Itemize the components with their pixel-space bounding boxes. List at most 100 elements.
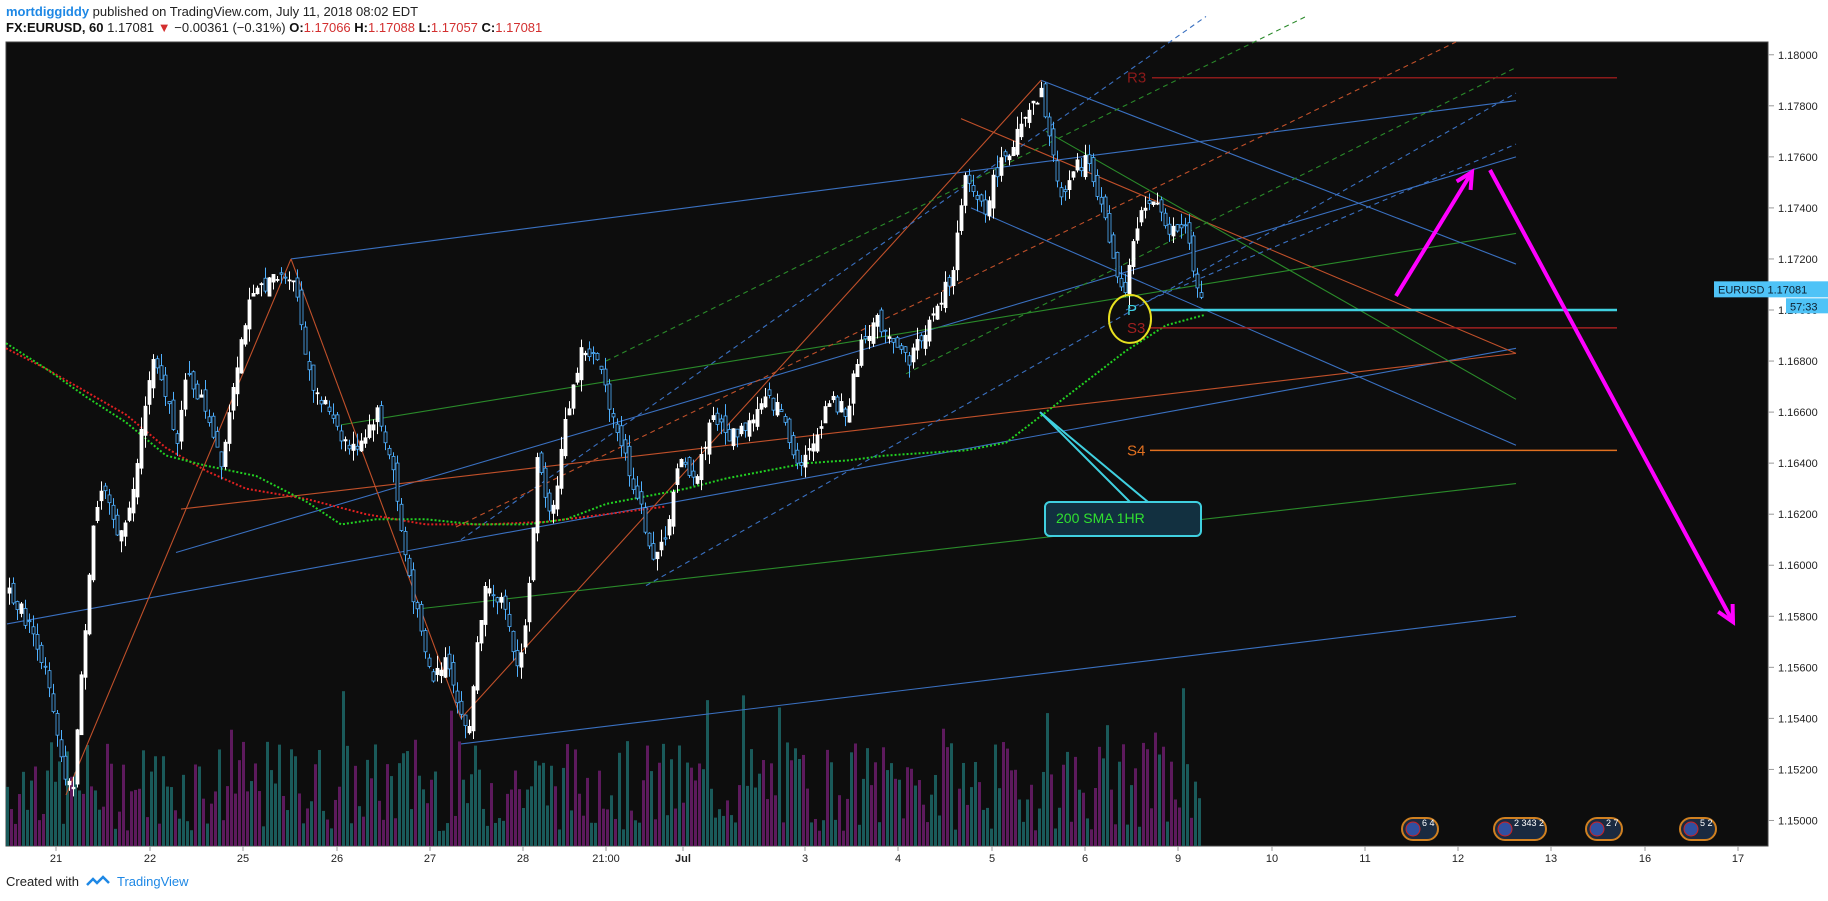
volume-bar xyxy=(750,749,753,846)
volume-bar xyxy=(210,803,213,846)
candle-body xyxy=(1011,147,1016,157)
volume-bar xyxy=(666,815,669,846)
blue-channel-upper xyxy=(290,100,1517,260)
candle-body xyxy=(555,485,560,510)
author-link[interactable]: mortdiggiddy xyxy=(6,4,90,19)
candle-body xyxy=(411,569,416,603)
green-down-line xyxy=(1045,130,1517,400)
candle-body xyxy=(847,405,852,423)
candle-body xyxy=(127,507,132,521)
candle-body xyxy=(539,452,544,473)
volume-bar xyxy=(218,749,221,846)
time-axis[interactable]: 21 22 25 26 27 28 21:00 Jul 3 4 5 6 9 10 11 12 13 16 17 xyxy=(50,846,1744,865)
volume-bar xyxy=(174,810,177,846)
candle-body xyxy=(1059,187,1064,198)
volume-bar xyxy=(206,823,209,846)
volume-bar xyxy=(614,818,617,846)
event-badges[interactable]: 6 4 2 343 2 2 7 5 2 xyxy=(1401,817,1717,841)
dashed-green-2 xyxy=(905,67,1517,375)
candle-body xyxy=(1019,123,1024,138)
drawing-tools[interactable] xyxy=(6,15,1517,796)
candle-body xyxy=(163,374,168,397)
candle-body xyxy=(1131,241,1136,267)
volume-bar xyxy=(782,822,785,846)
candle-body xyxy=(451,662,456,686)
volume-bar xyxy=(1050,774,1053,846)
volume-bar xyxy=(266,741,269,846)
candle-body xyxy=(947,277,952,287)
volume-bar xyxy=(574,749,577,846)
candle-body xyxy=(675,468,680,485)
candle-body xyxy=(1191,235,1196,272)
volume-bar xyxy=(794,748,797,846)
volume-bar xyxy=(1106,725,1109,846)
volume-bar xyxy=(930,794,933,846)
volume-bar xyxy=(446,823,449,846)
candle-body xyxy=(1155,202,1160,205)
volume-bar xyxy=(586,777,589,846)
candle-body xyxy=(759,403,764,410)
volume-bar xyxy=(850,752,853,846)
event-badge-count: 2 7 xyxy=(1606,818,1619,828)
volume-bar xyxy=(610,795,613,846)
candle-body xyxy=(715,412,720,425)
volume-bar xyxy=(398,763,401,846)
candle-body xyxy=(39,644,44,663)
candle-body xyxy=(931,313,936,316)
candle-body xyxy=(879,309,884,333)
candle-body xyxy=(395,462,400,502)
candle-body xyxy=(195,383,200,400)
volume-bar xyxy=(1034,830,1037,846)
volume-bar xyxy=(370,778,373,846)
time-tick-label: 6 xyxy=(1082,853,1088,865)
volume-bar xyxy=(46,770,49,846)
candle-body xyxy=(187,373,192,375)
volume-bar xyxy=(1154,732,1157,846)
candle-body xyxy=(1099,196,1104,205)
candle-body xyxy=(1043,83,1048,118)
volume-bar xyxy=(678,745,681,846)
volume-bar xyxy=(90,786,93,846)
candle-body xyxy=(707,422,712,455)
tradingview-brand-link[interactable]: TradingView xyxy=(116,874,189,889)
volume-bar xyxy=(494,822,497,846)
candle-body xyxy=(659,541,664,551)
dashed-blue-2 xyxy=(460,16,1207,541)
candle-body xyxy=(299,289,304,326)
dashed-blue-1 xyxy=(645,92,1517,587)
candle-body xyxy=(95,506,100,521)
time-tick-label: 21 xyxy=(50,853,62,865)
volume-bar xyxy=(1122,744,1125,846)
candle-body xyxy=(79,674,84,736)
volume-bar xyxy=(934,774,937,846)
candle-body xyxy=(311,364,316,391)
volume-bar xyxy=(670,759,673,846)
candle-body xyxy=(619,425,624,447)
flag-icon xyxy=(1683,821,1699,837)
price-axis[interactable]: 1.180001.178001.176001.174001.172001.170… xyxy=(1714,42,1828,846)
candle-body xyxy=(851,373,856,404)
volume-bar xyxy=(1198,798,1201,846)
candle-body xyxy=(599,365,604,370)
volume-bar xyxy=(1062,764,1065,846)
volume-bar xyxy=(706,700,709,846)
time-tick-label: 4 xyxy=(895,853,901,865)
candle-body xyxy=(131,488,136,514)
volume-bar xyxy=(982,809,985,846)
volume-bar xyxy=(902,818,905,846)
volume-bar xyxy=(738,785,741,846)
candle-body xyxy=(927,319,932,342)
volume-bar xyxy=(694,780,697,846)
candle-body xyxy=(115,514,120,536)
candle-body xyxy=(499,596,504,603)
candle-body xyxy=(175,433,180,444)
annotations[interactable]: 200 SMA 1HR xyxy=(1039,168,1736,626)
volume-bar xyxy=(254,763,257,846)
volume-bar xyxy=(874,762,877,846)
candle-body xyxy=(771,397,776,411)
symbol-label[interactable]: FX:EURUSD, 60 xyxy=(6,20,104,35)
candle-body xyxy=(647,532,652,547)
price-tick-label: 1.16600 xyxy=(1778,407,1818,419)
volume-bar xyxy=(118,811,121,846)
